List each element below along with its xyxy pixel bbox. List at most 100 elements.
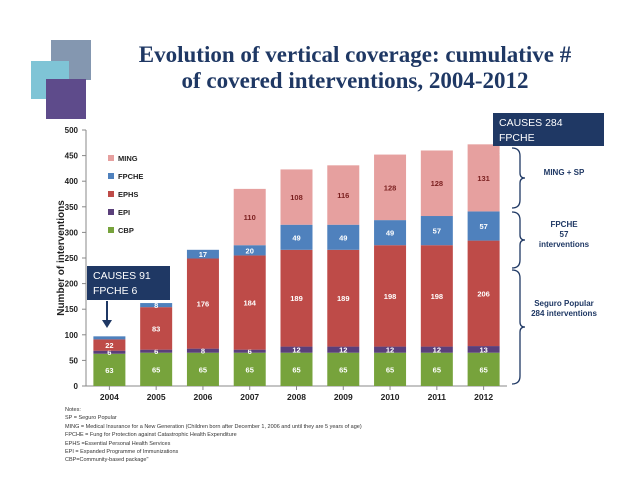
chart-title: Evolution of vertical coverage: cumulati… [100, 42, 610, 94]
bar-segment-cbp [467, 352, 500, 386]
legend-label-fpche: FPCHE [118, 172, 143, 181]
bar-segment-cbp [233, 352, 266, 386]
notes: Notes: SP = Seguro Popular MING = Medica… [65, 406, 485, 465]
bar-segment-ephs [93, 339, 126, 351]
callout-causes-2012-line1: CAUSES 284 FPCHE [499, 117, 563, 144]
data-label: 49 [339, 233, 347, 242]
label-seguro-popular-line2: 284 interventions [531, 309, 597, 318]
data-label: 6 [248, 347, 252, 356]
data-label: 65 [292, 365, 300, 374]
x-tick-label: 2006 [193, 392, 212, 402]
data-label: 189 [337, 294, 350, 303]
data-label: 65 [479, 365, 487, 374]
bar-segment-ephs [233, 255, 266, 350]
callout-causes-2004-line2: FPCHE 6 [93, 285, 138, 297]
y-tick-label: 200 [65, 280, 79, 289]
bar-segment-epi [233, 349, 266, 353]
callout-causes-2012: CAUSES 284 FPCHE 57 [493, 113, 604, 159]
data-label: 12 [292, 346, 300, 355]
bar-segment-fpche [140, 303, 173, 308]
bar-segment-fpche [93, 336, 126, 340]
bar-segment-epi [327, 346, 360, 353]
data-label: 198 [431, 292, 444, 301]
data-label: 108 [290, 193, 303, 202]
data-label: 184 [243, 299, 256, 308]
data-label: 17 [199, 250, 207, 259]
bar-segment-fpche [233, 245, 266, 256]
bar-segment-epi [280, 346, 313, 353]
x-tick-label: 2010 [381, 392, 400, 402]
data-label: 12 [339, 346, 347, 355]
bar-segment-fpche [374, 220, 407, 246]
data-label: 12 [386, 346, 394, 355]
notes-line: EPHS =Essential Personal Health Services [65, 440, 171, 447]
data-label: 8 [201, 347, 205, 356]
data-label: 65 [246, 365, 254, 374]
y-tick-label: 0 [74, 382, 79, 391]
bar-segment-fpche [280, 224, 313, 250]
bar-segment-ming [420, 150, 453, 217]
bar-segment-cbp [374, 352, 407, 386]
callout-causes-2004-line1: CAUSES 91 [93, 270, 151, 282]
bar-segment-ming [467, 144, 500, 212]
data-label: 176 [197, 300, 210, 309]
chart-title-line2: of covered interventions, 2004-2012 [181, 68, 529, 93]
callout-causes-2012-line2: 57 [499, 147, 511, 159]
data-label: 49 [292, 233, 300, 242]
label-seguro-popular-line1: Seguro Popular [534, 299, 594, 308]
callout-causes-2004: CAUSES 91 FPCHE 6 [87, 266, 170, 300]
x-tick-label: 2005 [147, 392, 166, 402]
y-tick-label: 250 [65, 254, 79, 263]
decor-square-purple [46, 79, 86, 119]
y-tick-label: 150 [65, 305, 79, 314]
data-label: 206 [477, 289, 490, 298]
legend-swatch-fpche [108, 173, 114, 179]
legend-label-epi: EPI [118, 208, 130, 217]
bar-segment-fpche [186, 249, 219, 259]
y-tick-label: 350 [65, 203, 79, 212]
legend-label-cbp: CBP [118, 226, 134, 235]
bar-segment-ephs [420, 245, 453, 347]
bar-segment-cbp [186, 352, 219, 386]
bar-segment-epi [186, 348, 219, 353]
data-label: 128 [431, 179, 444, 188]
label-seguro-popular: Seguro Popular 284 interventions [520, 299, 608, 319]
legend-swatch-cbp [108, 227, 114, 233]
data-label: 65 [199, 365, 207, 374]
data-label: 12 [433, 346, 441, 355]
data-label: 22 [105, 341, 113, 350]
legend-label-ephs: EPHS [118, 190, 138, 199]
data-label: 63 [105, 366, 113, 375]
bar-segment-ming [280, 169, 313, 225]
brace-fpche [511, 211, 526, 269]
bar-segment-epi [420, 346, 453, 353]
legend-swatch-epi [108, 209, 114, 215]
notes-line: CBP=Community-based package" [65, 457, 149, 464]
data-label: 83 [152, 324, 160, 333]
data-label: 110 [244, 213, 256, 222]
x-tick-label: 2008 [287, 392, 306, 402]
label-fpche-line3: interventions [538, 240, 590, 249]
bar-segment-ephs [140, 307, 173, 350]
data-label: 198 [384, 292, 397, 301]
y-axis-label: Number of interventions [56, 200, 67, 316]
label-fpche-line2: 57 [559, 230, 569, 239]
bar-segment-ephs [374, 245, 407, 347]
notes-line: EPI = Expanded Programme of Immunization… [65, 449, 179, 456]
brace-seguro-popular [511, 269, 526, 385]
data-label: 6 [154, 347, 158, 356]
data-label: 189 [290, 294, 303, 303]
x-tick-label: 2012 [474, 392, 493, 402]
x-tick-label: 2007 [240, 392, 259, 402]
notes-line: SP = Seguro Popular [65, 415, 117, 422]
legend-swatch-ephs [108, 191, 114, 197]
bar-segment-fpche [467, 211, 500, 241]
y-tick-label: 50 [69, 356, 78, 365]
data-label: 128 [384, 183, 397, 192]
bar-segment-cbp [140, 352, 173, 386]
y-tick-label: 400 [65, 177, 79, 186]
data-label: 65 [386, 365, 394, 374]
bar-segment-fpche [420, 216, 453, 246]
data-label: 20 [246, 246, 254, 255]
label-fpche-line1: FPCHE [550, 220, 578, 229]
